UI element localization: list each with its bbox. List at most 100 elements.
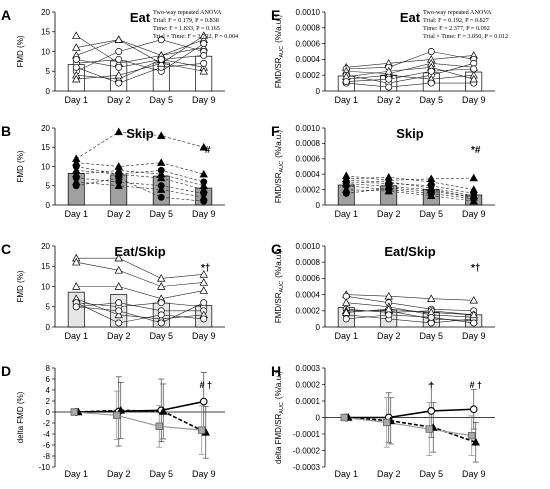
x-tick-label: Day 2 (377, 469, 401, 479)
series-line-eatskip (344, 416, 472, 437)
data-point (72, 63, 80, 71)
data-point (469, 173, 478, 182)
series-line-eat (346, 408, 474, 419)
data-point (385, 83, 393, 91)
data-point (72, 182, 80, 190)
x-tick-label: Day 1 (64, 209, 88, 219)
data-point (155, 422, 163, 430)
x-tick-label: Day 9 (462, 469, 486, 479)
panel-a: A Eat FMD (%) 0 5 10 15 20 Day 1 Day 2 Day 5 Day 9 T… (1, 7, 238, 105)
y-tick-label: 0.0002 (296, 307, 321, 316)
individual-line (346, 314, 474, 324)
y-axis-label: FMD (%) (16, 270, 25, 302)
data-point (199, 181, 208, 189)
individual-line (76, 302, 204, 312)
data-point (199, 142, 208, 151)
x-tick-label: Day 1 (64, 469, 88, 479)
data-point (199, 278, 208, 286)
data-point (200, 197, 208, 205)
series-line-eatskip (74, 411, 202, 431)
data-point (199, 31, 208, 39)
y-tick-label: 0.0001 (296, 397, 321, 406)
individual-line (346, 68, 474, 82)
y-axis-label-unit: (%/a.u.) (274, 130, 283, 158)
panel-letter: G (271, 241, 282, 257)
y-axis-label-main: FMD (%) (16, 35, 25, 67)
data-point (114, 265, 123, 274)
data-point (157, 319, 165, 327)
data-point (469, 295, 478, 304)
y-axis-label-main: FMD/SR (274, 57, 283, 88)
individual-line (76, 302, 204, 324)
y-axis-label: FMD/SRAUC (%/a.u.) (274, 130, 285, 204)
x-tick-label: Day 5 (149, 209, 173, 219)
data-point (157, 299, 165, 307)
individual-line (346, 74, 474, 80)
y-tick-label: 0.0003 (296, 364, 321, 373)
data-point (114, 35, 123, 43)
individual-line (346, 294, 474, 301)
y-axis-label: FMD (%) (16, 35, 25, 67)
data-point (384, 66, 393, 75)
x-tick-label: Day 2 (107, 95, 131, 105)
panel-c: C Eat/Skip FMD (%) 0 5 10 15 20 Day 1 Day 2 Day 5 D… (1, 241, 225, 341)
y-tick-label: 0.0004 (296, 55, 321, 64)
data-point (115, 319, 123, 327)
stats-line: Trial: F = 0.179, P = 0.838 (153, 17, 219, 24)
chart-title: Eat (400, 10, 421, 25)
y-tick-label: 15 (41, 28, 50, 37)
y-tick-label: 0.0006 (296, 155, 321, 164)
data-point (115, 174, 123, 182)
data-point (469, 310, 478, 319)
data-point (114, 282, 123, 290)
y-tick-label: 0.0010 (296, 124, 321, 133)
y-axis-label-unit: (%/a.u.) (274, 15, 283, 43)
y-tick-label: 20 (41, 242, 50, 251)
data-point (157, 173, 166, 182)
significance-marker: *# (201, 145, 211, 156)
individual-line (76, 39, 204, 72)
y-tick-label: 0.0010 (296, 8, 321, 17)
individual-line (346, 63, 474, 84)
y-tick-label: 2 (46, 397, 51, 406)
individual-line (76, 286, 204, 299)
y-tick-label: 0 (316, 87, 321, 96)
y-tick-label: 0.0010 (296, 242, 321, 251)
x-tick-label: Day 1 (64, 95, 88, 105)
data-point (115, 55, 123, 63)
panel-letter: A (1, 7, 11, 23)
x-tick-label: Day 2 (377, 95, 401, 105)
chart-title: Skip (396, 126, 424, 141)
x-tick-label: Day 1 (334, 95, 358, 105)
data-point (470, 319, 478, 327)
y-axis-label-unit: (%/a.u.) (274, 371, 283, 399)
data-point (384, 177, 393, 186)
data-point (199, 286, 208, 294)
data-point (200, 315, 208, 323)
data-point (342, 189, 350, 197)
data-point (72, 31, 81, 39)
individual-line (346, 82, 474, 88)
data-point (115, 79, 123, 87)
y-axis-label: FMD (%) (16, 150, 25, 182)
individual-line (76, 63, 204, 80)
individual-line (346, 185, 474, 200)
significance-marker-day5: † (429, 380, 434, 390)
data-point (72, 43, 81, 51)
significance-marker: # † (469, 380, 482, 390)
data-point (114, 253, 123, 262)
y-axis-label-sub: AUC (279, 281, 285, 293)
x-tick-label: Day 1 (334, 469, 358, 479)
data-point (469, 191, 478, 199)
data-point (72, 74, 81, 83)
individual-line (76, 302, 204, 324)
data-point (342, 78, 350, 85)
chart-title: Eat/Skip (114, 244, 165, 259)
y-tick-label: -8 (43, 452, 51, 461)
data-point (471, 437, 481, 446)
chart-title: Eat (130, 10, 151, 25)
y-tick-label: -10 (38, 463, 50, 472)
panel-g: G Eat/Skip FMD/SRAUC (%/a.u.) 0 0.0002 0.0004 0… (271, 241, 495, 341)
x-tick-label: Day 9 (192, 331, 216, 341)
